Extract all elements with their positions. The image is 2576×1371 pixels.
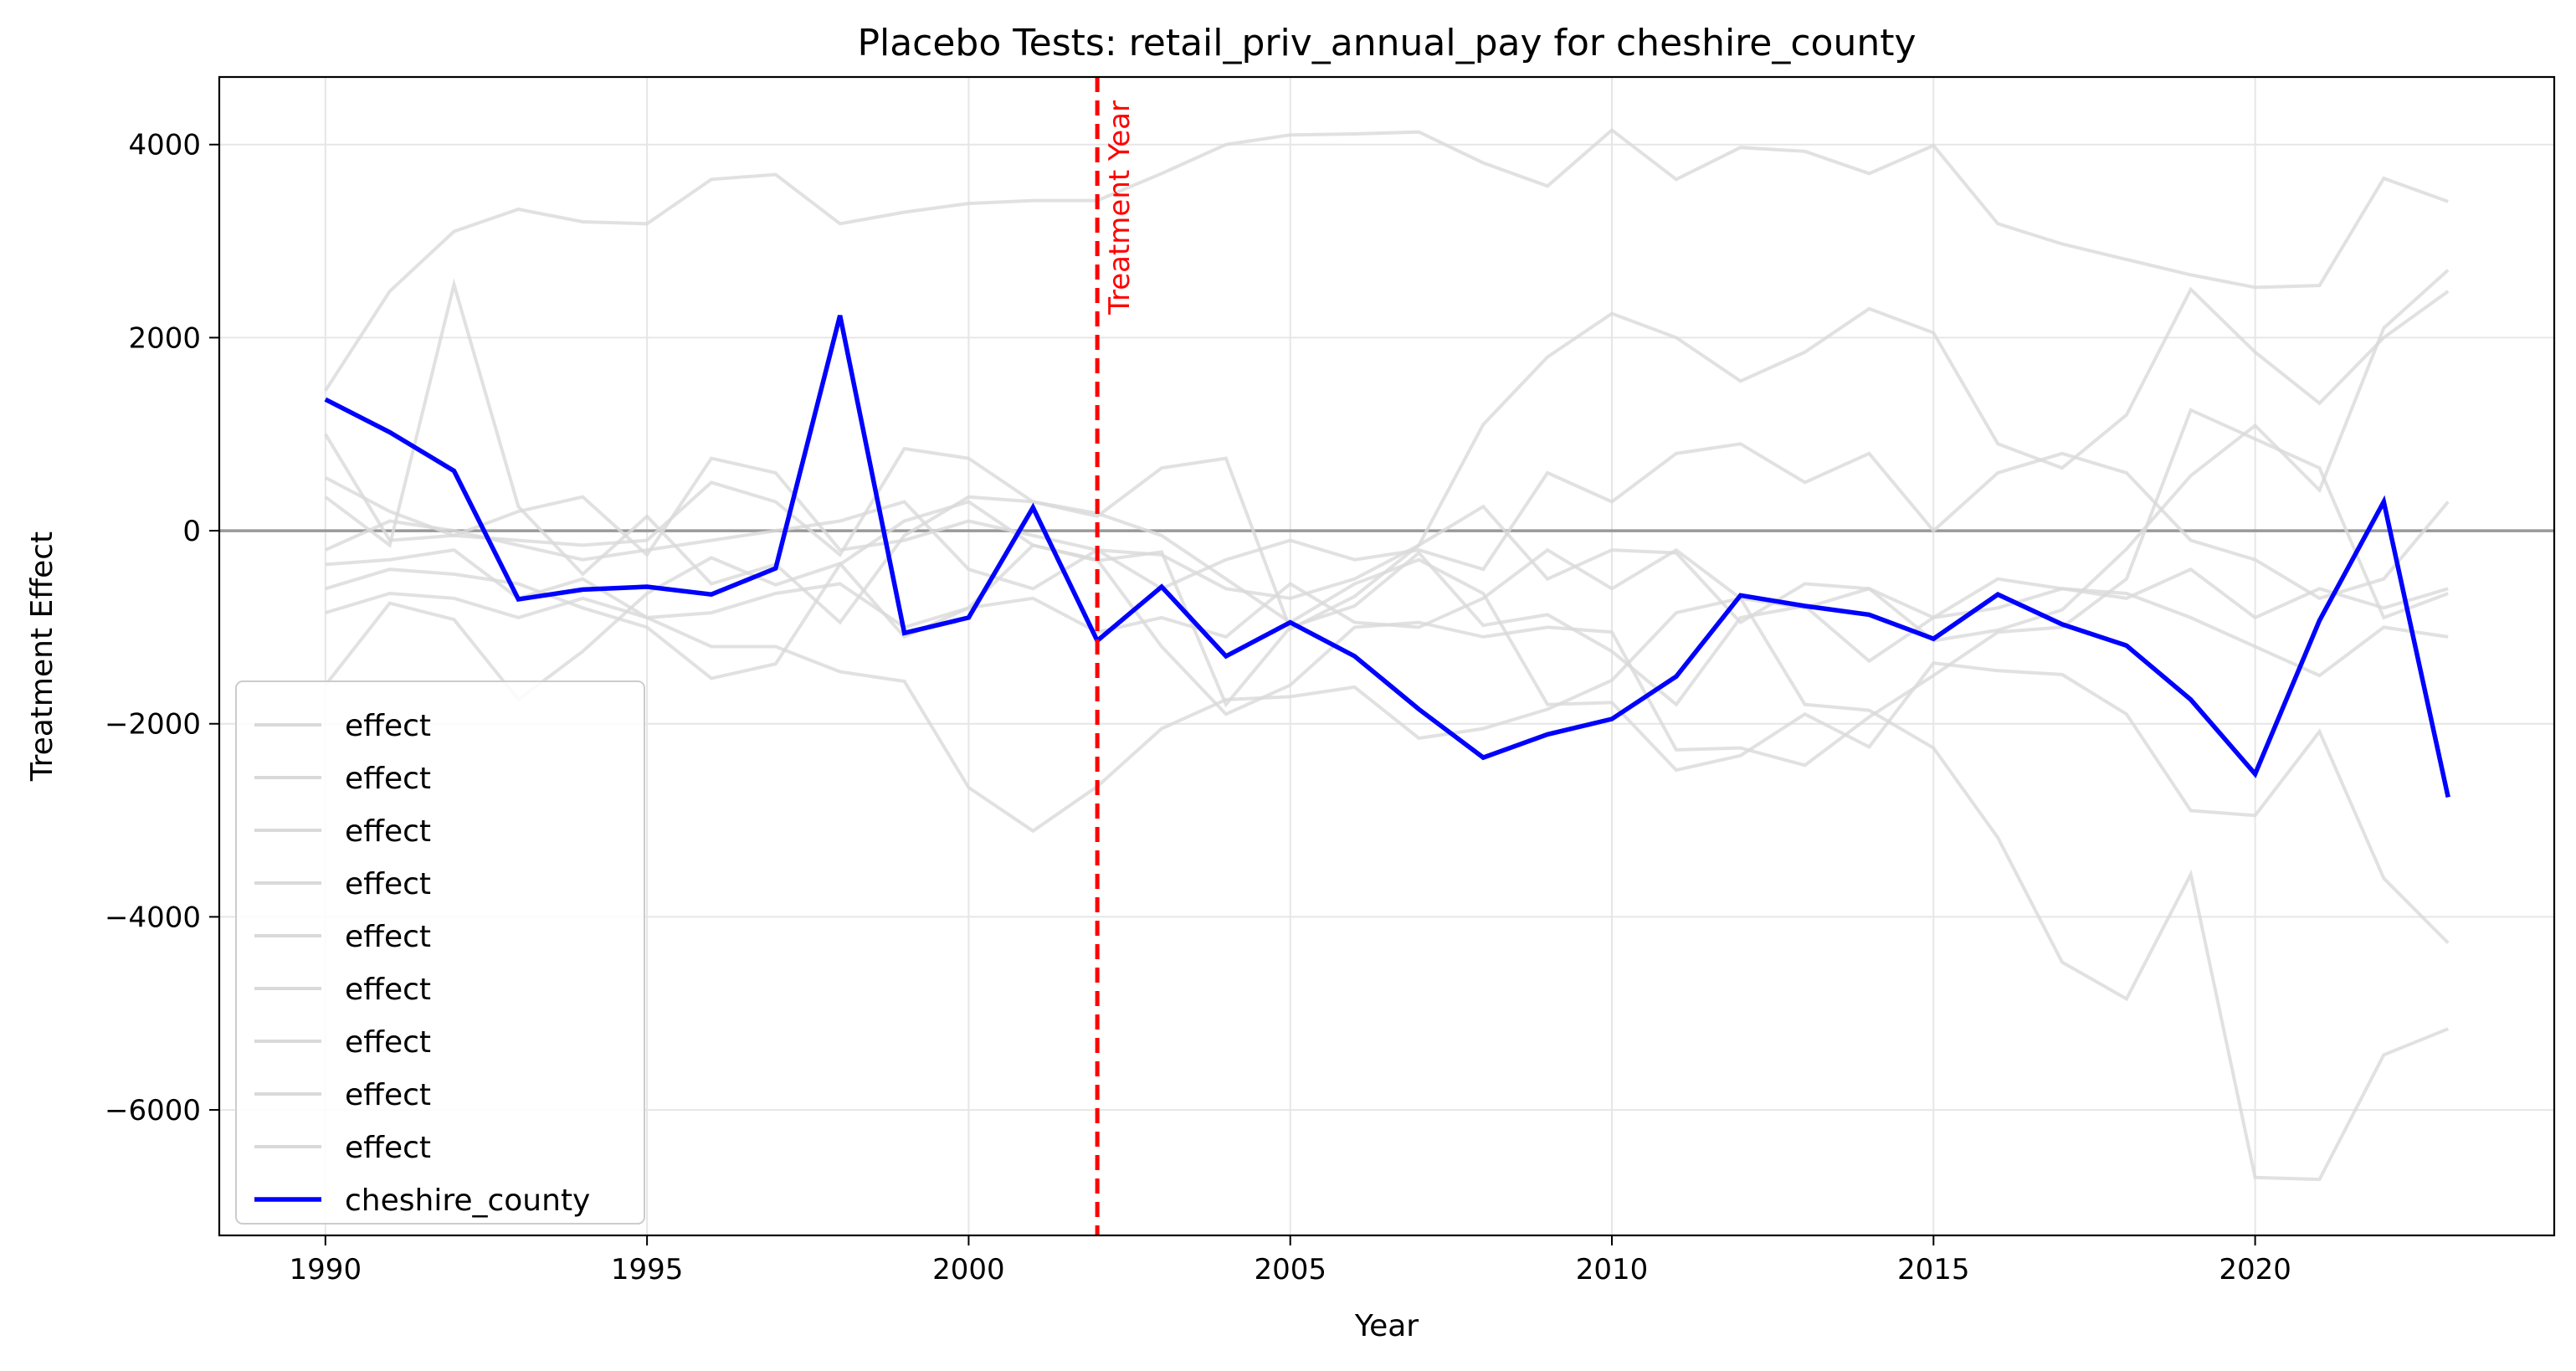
y-tick-label: −2000	[105, 708, 201, 742]
plot-frame	[218, 75, 2556, 1237]
legend-label: effect	[345, 920, 431, 954]
chart-title: Placebo Tests: retail_priv_annual_pay fo…	[857, 22, 1916, 64]
legend-label: cheshire_county	[345, 1184, 590, 1218]
plot-lines	[219, 77, 2554, 1235]
x-tick-label: 2005	[1254, 1253, 1326, 1286]
placebo-series-line	[325, 547, 2449, 639]
y-tick-label: −4000	[105, 901, 201, 934]
legend-label: effect	[345, 814, 431, 849]
x-tick-label: 2015	[1897, 1253, 1970, 1286]
placebo-series-line	[324, 269, 2450, 643]
legend-label: effect	[345, 1078, 431, 1112]
x-tick-label: 1990	[290, 1253, 362, 1286]
y-tick-label: 0	[182, 515, 201, 548]
x-axis-label: Year	[1354, 1309, 1419, 1343]
placebo-series-line	[324, 442, 2450, 600]
y-axis-label: Treatment Effect	[25, 531, 59, 782]
legend-box	[235, 680, 645, 1225]
x-ticks: 1990 1995 2000 2005 2010 2015 2020	[290, 1235, 2291, 1286]
legend-label: effect	[345, 709, 431, 743]
legend-label: effect	[345, 1025, 431, 1060]
placebo-series-line	[324, 286, 2450, 600]
placebo-series-line	[324, 127, 2449, 392]
x-tick-label: 2010	[1576, 1253, 1649, 1286]
placebo-series-line	[324, 543, 2449, 708]
x-tick-label: 2020	[2219, 1253, 2291, 1286]
x-tick-label: 2000	[932, 1253, 1005, 1286]
legend-label: effect	[345, 1131, 431, 1165]
legend-label: effect	[345, 973, 431, 1007]
y-tick-label: −6000	[105, 1094, 201, 1127]
legend-label: effect	[345, 762, 431, 796]
y-ticks: −6000 −4000 −2000 0 2000 4000	[105, 129, 219, 1127]
legend-label: effect	[345, 867, 431, 901]
y-tick-label: 2000	[128, 321, 201, 355]
treatment-year-label: Treatment Year	[1103, 100, 1137, 316]
focus-series-line	[324, 315, 2450, 798]
legend: effect effect effect effect effect effect effe…	[235, 680, 645, 1225]
x-tick-label: 1995	[611, 1253, 684, 1286]
placebo-series-line	[325, 591, 2449, 1182]
y-tick-label: 4000	[128, 129, 201, 162]
